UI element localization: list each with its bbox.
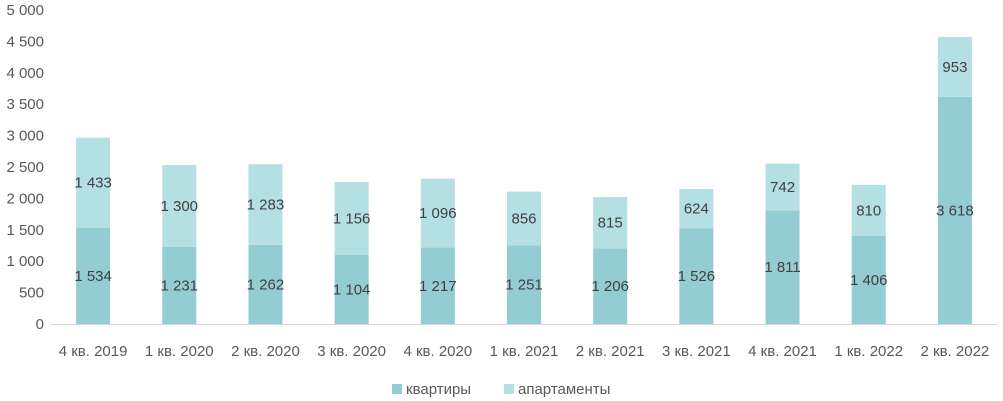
data-label: 1 300 bbox=[160, 198, 198, 215]
x-tick-label: 4 кв. 2021 bbox=[748, 343, 817, 360]
bar-apartamenty bbox=[420, 178, 455, 248]
data-label: 1 206 bbox=[591, 278, 629, 295]
legend: квартиры апартаменты bbox=[392, 381, 610, 398]
data-label: 810 bbox=[856, 202, 881, 219]
data-label: 1 534 bbox=[74, 268, 112, 285]
legend-label: квартиры bbox=[406, 381, 471, 398]
data-label: 1 526 bbox=[678, 268, 716, 285]
bar-apartamenty bbox=[593, 197, 628, 249]
bar-apartamenty bbox=[765, 163, 800, 211]
bar-apartamenty bbox=[162, 165, 197, 247]
y-tick-label: 4 000 bbox=[6, 65, 44, 82]
bar-apartamenty bbox=[76, 137, 111, 228]
data-label: 3 618 bbox=[936, 202, 974, 219]
x-tick-label: 4 кв. 2020 bbox=[403, 343, 472, 360]
legend-swatch bbox=[504, 384, 514, 394]
y-tick-label: 4 500 bbox=[6, 33, 44, 50]
data-label: 1 283 bbox=[247, 196, 285, 213]
bar-apartamenty bbox=[507, 191, 541, 246]
data-label: 1 262 bbox=[247, 276, 285, 293]
bar-apartamenty bbox=[248, 164, 283, 245]
data-label: 856 bbox=[511, 211, 536, 228]
y-tick-label: 3 500 bbox=[6, 96, 44, 113]
data-label: 1 096 bbox=[419, 205, 457, 222]
bar-kvartiry bbox=[679, 228, 714, 324]
data-label: 1 811 bbox=[764, 259, 800, 276]
bar-apartamenty bbox=[679, 188, 714, 229]
x-tick-label: 2 кв. 2020 bbox=[231, 343, 300, 360]
bar-kvartiry bbox=[507, 245, 541, 324]
data-label: 953 bbox=[942, 59, 967, 76]
data-label: 1 156 bbox=[333, 210, 371, 227]
data-label: 742 bbox=[770, 179, 795, 196]
y-tick-label: 500 bbox=[19, 285, 44, 302]
x-tick-label: 2 кв. 2022 bbox=[921, 343, 990, 360]
x-tick-label: 1 кв. 2020 bbox=[145, 343, 214, 360]
bar-apartamenty bbox=[937, 36, 972, 97]
legend-swatch bbox=[392, 384, 402, 394]
y-tick-label: 1 000 bbox=[6, 253, 44, 270]
data-label: 1 433 bbox=[74, 175, 112, 192]
bar-kvartiry bbox=[593, 248, 628, 324]
bar-kvartiry bbox=[765, 210, 800, 324]
y-tick-label: 2 500 bbox=[6, 159, 44, 176]
y-tick-label: 0 bbox=[36, 316, 44, 333]
y-tick-label: 2 000 bbox=[6, 190, 44, 207]
bar-kvartiry bbox=[334, 254, 369, 324]
bar-kvartiry bbox=[248, 244, 283, 324]
x-tick-label: 2 кв. 2021 bbox=[576, 343, 645, 360]
data-label: 1 406 bbox=[850, 272, 888, 289]
data-labels: 1 534 1 433 1 231 1 300 1 262 1 283 1 104 1 156… bbox=[74, 59, 973, 298]
x-tick-label: 1 кв. 2021 bbox=[490, 343, 559, 360]
bar-apartamenty bbox=[334, 182, 369, 255]
data-label: 624 bbox=[684, 201, 709, 218]
y-tick-label: 1 500 bbox=[6, 222, 44, 239]
bar-kvartiry bbox=[851, 235, 886, 324]
x-axis: 4 кв. 2019 1 кв. 2020 2 кв. 2020 3 кв. 2020… bbox=[59, 343, 990, 360]
data-label: 1 251 bbox=[505, 277, 543, 294]
data-label: 1 231 bbox=[160, 277, 198, 294]
legend-label: апартаменты bbox=[518, 381, 610, 398]
bar-kvartiry bbox=[420, 247, 455, 324]
bar-kvartiry bbox=[162, 246, 197, 324]
data-label: 1 217 bbox=[419, 278, 457, 295]
y-tick-label: 5 000 bbox=[6, 2, 44, 19]
data-label: 1 104 bbox=[333, 281, 371, 298]
x-tick-label: 3 кв. 2021 bbox=[662, 343, 731, 360]
y-tick-label: 3 000 bbox=[6, 128, 44, 145]
data-label: 815 bbox=[598, 215, 623, 232]
bar-kvartiry bbox=[937, 96, 972, 324]
bar-apartamenty bbox=[851, 184, 886, 236]
x-tick-label: 1 кв. 2022 bbox=[834, 343, 903, 360]
bar-kvartiry bbox=[76, 227, 111, 324]
bars bbox=[76, 36, 972, 324]
x-tick-label: 3 кв. 2020 bbox=[317, 343, 386, 360]
x-tick-label: 4 кв. 2019 bbox=[59, 343, 128, 360]
y-axis: 0 500 1 000 1 500 2 000 2 500 3 000 3 500 4 000 4… bbox=[6, 2, 44, 333]
